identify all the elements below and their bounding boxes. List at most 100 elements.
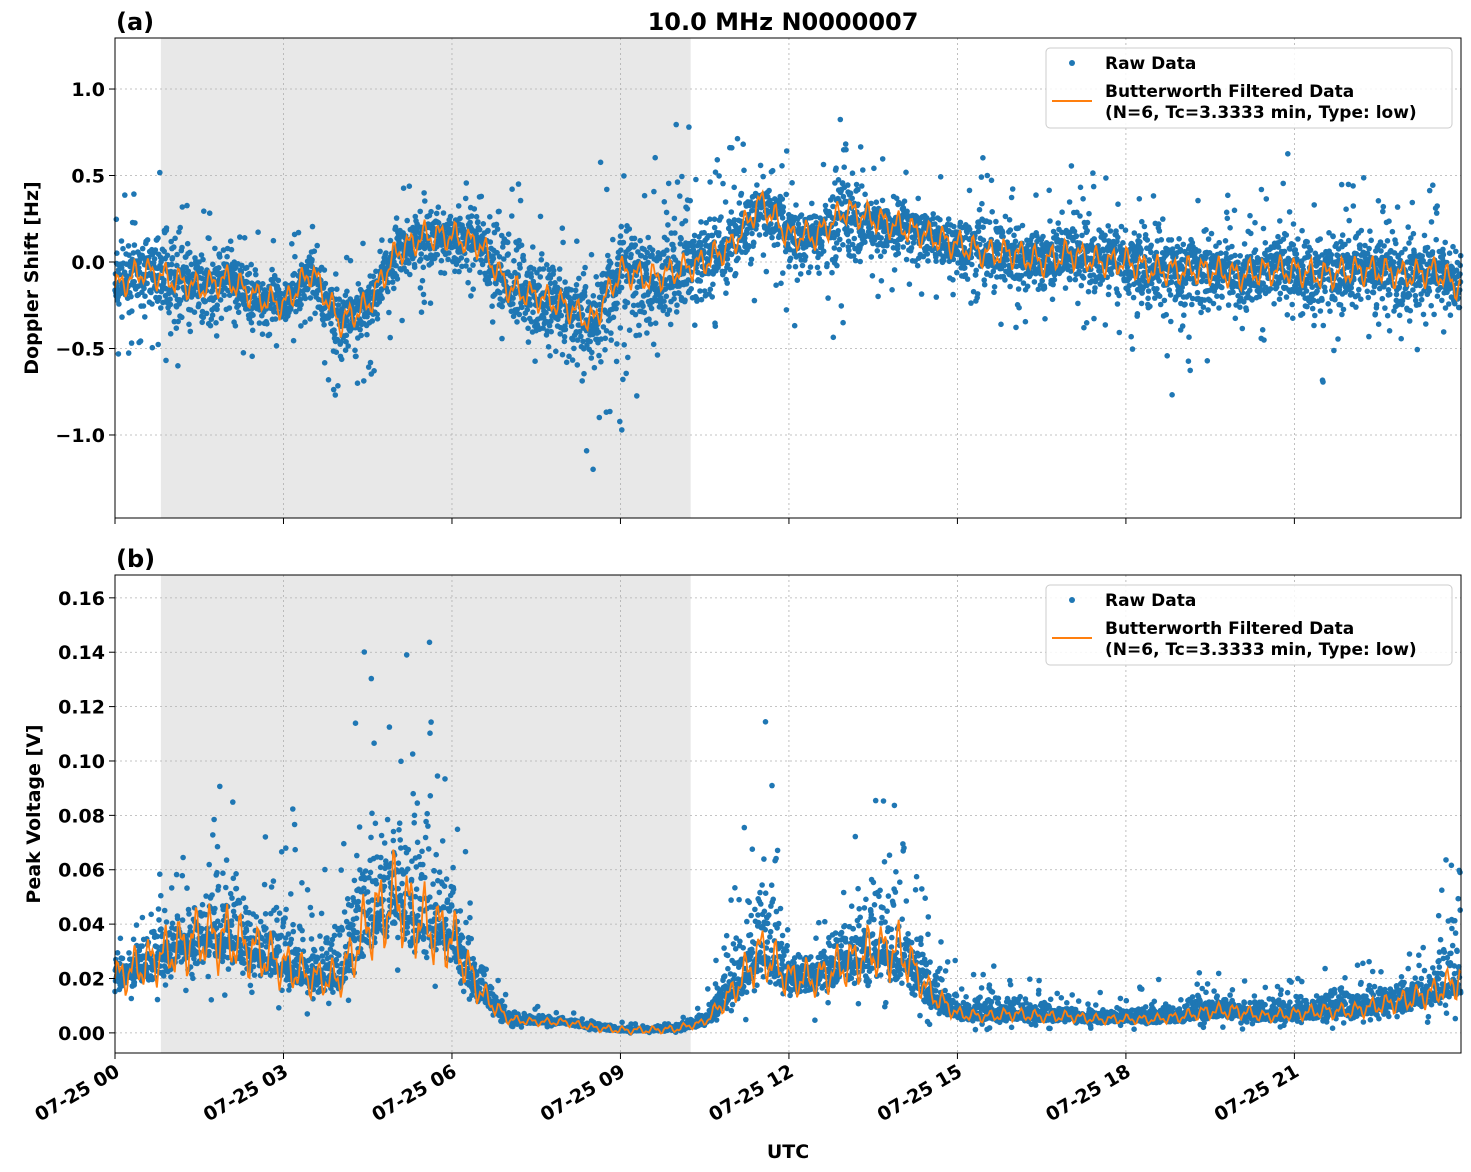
raw-data-point — [632, 242, 639, 248]
raw-data-point — [853, 181, 860, 188]
raw-data-point — [358, 332, 365, 339]
raw-data-point — [597, 159, 604, 166]
raw-data-point — [1033, 192, 1039, 198]
raw-data-point — [1283, 232, 1290, 238]
raw-data-point — [1303, 288, 1310, 294]
raw-data-point — [155, 235, 161, 241]
raw-data-point — [1328, 251, 1335, 258]
raw-data-point — [175, 318, 181, 325]
raw-data-point — [1375, 198, 1382, 204]
raw-data-point — [353, 353, 359, 360]
raw-data-point — [617, 325, 624, 331]
raw-data-point — [692, 322, 698, 329]
raw-data-point — [1290, 221, 1297, 227]
raw-data-point — [636, 332, 643, 338]
raw-data-point — [478, 193, 485, 200]
raw-data-point — [1156, 293, 1163, 300]
raw-data-point — [235, 302, 242, 309]
raw-data-point — [250, 312, 256, 319]
raw-data-point — [792, 263, 799, 270]
raw-data-point — [539, 251, 545, 257]
raw-data-point — [860, 167, 866, 173]
raw-data-point — [456, 268, 462, 275]
raw-data-point — [1136, 196, 1143, 202]
raw-data-point — [374, 316, 381, 322]
raw-data-point — [394, 276, 401, 282]
raw-data-point — [901, 198, 908, 204]
raw-data-point — [164, 252, 171, 259]
raw-data-point — [1208, 230, 1215, 237]
raw-data-point — [1262, 240, 1269, 246]
raw-data-point — [1230, 289, 1236, 296]
raw-data-point — [525, 339, 532, 345]
raw-data-point — [714, 157, 721, 163]
raw-data-point — [155, 341, 161, 348]
raw-data-point — [1090, 183, 1097, 190]
raw-data-point — [903, 256, 910, 263]
raw-data-point — [322, 305, 328, 311]
raw-data-point — [544, 262, 550, 268]
raw-data-point — [698, 219, 704, 225]
raw-data-point — [462, 195, 469, 202]
raw-data-point — [118, 265, 125, 271]
raw-data-point — [1138, 300, 1145, 307]
raw-data-point — [200, 256, 206, 263]
raw-data-point — [545, 344, 552, 350]
raw-data-point — [684, 206, 691, 212]
raw-data-point — [1024, 283, 1031, 290]
raw-data-point — [237, 234, 243, 240]
raw-data-point — [305, 285, 311, 292]
raw-data-point — [1128, 333, 1134, 340]
raw-data-point — [1134, 311, 1141, 317]
raw-data-point — [1210, 300, 1217, 307]
raw-data-point — [1276, 296, 1283, 303]
raw-data-point — [1004, 257, 1010, 263]
raw-data-point — [1164, 353, 1170, 359]
raw-data-point — [342, 347, 349, 354]
raw-data-point — [169, 254, 176, 261]
raw-data-point — [636, 322, 642, 329]
raw-data-point — [1081, 324, 1087, 331]
raw-data-point — [1393, 240, 1399, 247]
raw-data-point — [314, 242, 321, 249]
raw-data-point — [766, 187, 772, 194]
raw-data-point — [161, 248, 167, 255]
raw-data-point — [587, 338, 593, 345]
raw-data-point — [428, 208, 434, 215]
raw-data-point — [1311, 322, 1317, 329]
raw-data-point — [1090, 170, 1096, 176]
raw-data-point — [1086, 210, 1092, 217]
raw-data-point — [751, 240, 757, 246]
raw-data-point — [1350, 183, 1356, 189]
raw-data-point — [862, 191, 868, 198]
raw-data-point — [631, 235, 638, 242]
raw-data-point — [814, 264, 821, 271]
raw-data-point — [1317, 236, 1323, 242]
raw-data-point — [674, 179, 681, 185]
raw-data-point — [148, 289, 154, 296]
raw-data-point — [393, 262, 399, 269]
raw-data-point — [1115, 234, 1121, 241]
raw-data-point — [895, 242, 901, 248]
raw-data-point — [172, 235, 178, 242]
raw-data-point — [174, 251, 180, 258]
raw-data-point — [664, 247, 670, 253]
raw-data-point — [667, 321, 674, 328]
raw-data-point — [754, 182, 760, 188]
raw-data-point — [489, 303, 495, 310]
raw-data-point — [1224, 215, 1231, 222]
raw-data-point — [395, 247, 402, 253]
raw-data-point — [180, 269, 186, 275]
raw-data-point — [1260, 225, 1267, 232]
raw-data-point — [125, 243, 132, 249]
raw-data-point — [1062, 285, 1069, 291]
raw-data-point — [206, 210, 213, 216]
raw-data-point — [1181, 312, 1187, 319]
raw-data-point — [791, 322, 798, 329]
raw-data-point — [1290, 315, 1296, 322]
raw-data-point — [1154, 286, 1160, 292]
raw-data-point — [163, 357, 169, 364]
raw-data-point — [742, 235, 748, 241]
raw-data-point — [1047, 218, 1053, 224]
raw-data-point — [1281, 248, 1288, 255]
